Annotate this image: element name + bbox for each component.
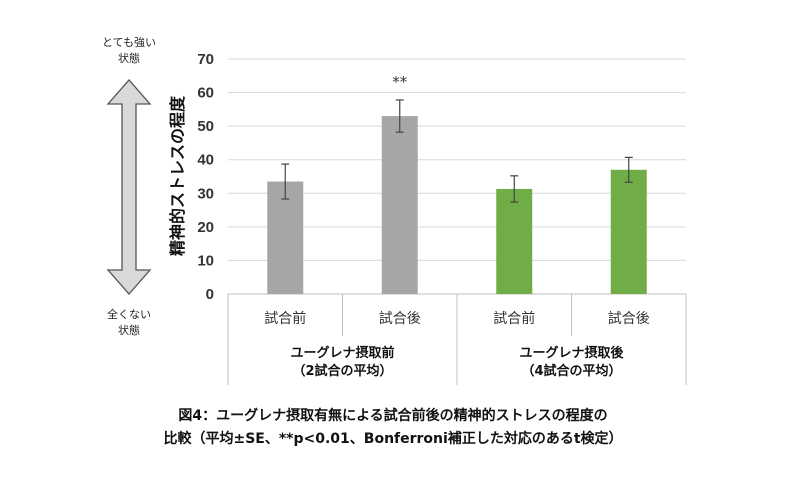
caption-line-2: 比較（平均±SE、**p<0.01、Bonferroni補正した対応のあるt検定… bbox=[163, 431, 623, 447]
y-tick-label: 30 bbox=[197, 185, 214, 202]
bars bbox=[267, 116, 647, 294]
gridlines bbox=[228, 58, 686, 295]
y-tick-label: 60 bbox=[197, 85, 214, 102]
group-label-line2: （4試合の平均） bbox=[521, 363, 621, 379]
group-label-line1: ユーグレナ摂取後 bbox=[519, 345, 624, 361]
scale-bottom-label-2: 状態 bbox=[118, 323, 140, 337]
scale-top-label-2: 状態 bbox=[118, 51, 140, 65]
group-labels: ユーグレナ摂取前 （2試合の平均） ユーグレナ摂取後 （4試合の平均） bbox=[290, 345, 624, 379]
bar bbox=[610, 169, 647, 294]
scale-top-label-1: とても強い bbox=[102, 36, 156, 49]
y-axis-title: 精神的ストレスの程度 bbox=[168, 95, 187, 256]
y-tick-label: 50 bbox=[197, 118, 214, 135]
significance-marker: ** bbox=[392, 73, 408, 91]
caption-line-1: 図4：ユーグレナ摂取有無による試合前後の精神的ストレスの程度の bbox=[178, 408, 608, 424]
y-tick-labels: 0 10 20 30 40 50 60 70 bbox=[197, 51, 214, 303]
error-bars bbox=[281, 99, 633, 203]
group-label-line2: （2試合の平均） bbox=[292, 363, 392, 379]
category-label: 試合後 bbox=[608, 311, 650, 327]
y-tick-label: 0 bbox=[206, 286, 214, 303]
bar bbox=[496, 188, 533, 294]
bar-chart: とても強い 状態 全くない 状態 精神的ストレスの程度 0 10 20 30 40 50 6… bbox=[102, 36, 687, 385]
category-label: 試合前 bbox=[264, 310, 306, 327]
bar bbox=[267, 181, 304, 294]
y-tick-label: 20 bbox=[197, 219, 214, 236]
category-label: 試合後 bbox=[379, 311, 421, 327]
double-arrow-icon bbox=[106, 79, 152, 295]
category-label: 試合前 bbox=[493, 310, 535, 327]
bar bbox=[381, 116, 418, 294]
y-tick-label: 40 bbox=[197, 152, 214, 169]
y-tick-label: 70 bbox=[197, 51, 214, 68]
group-label-line1: ユーグレナ摂取前 bbox=[290, 345, 394, 361]
significance-markers: ** bbox=[392, 73, 408, 91]
category-labels: 試合前 試合後 試合前 試合後 bbox=[264, 310, 650, 327]
category-dividers bbox=[227, 294, 687, 385]
scale-bottom-label-1: 全くない bbox=[107, 307, 151, 321]
y-tick-label: 10 bbox=[197, 252, 214, 269]
